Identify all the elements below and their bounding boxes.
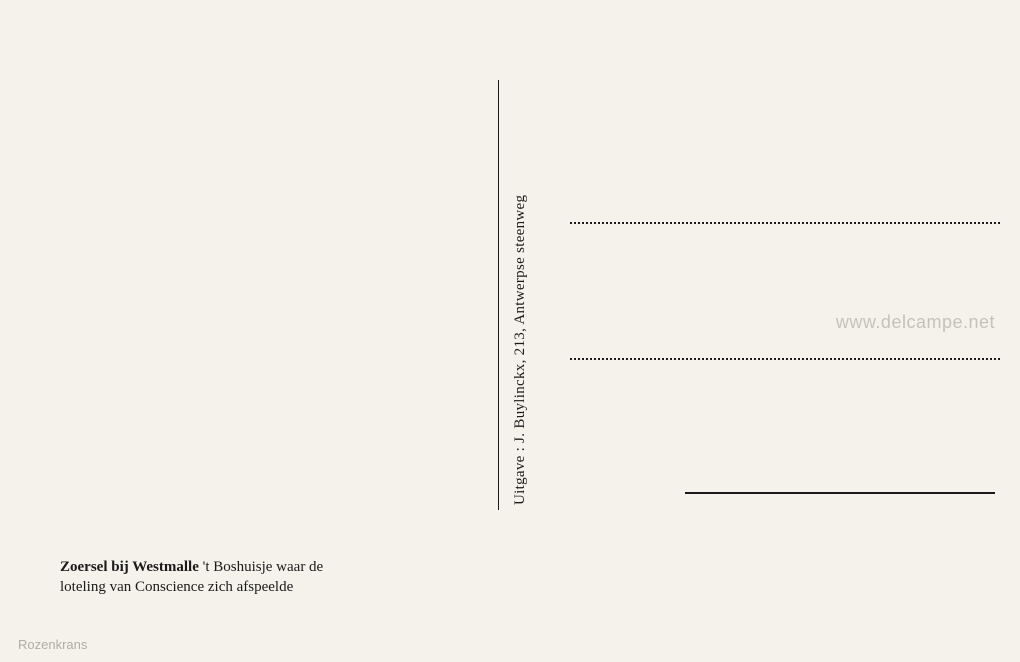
watermark-site: www.delcampe.net xyxy=(836,312,995,333)
publisher-credit: Uitgave : J. Buylinckx, 213, Antwerpse s… xyxy=(512,195,529,505)
postcard-back: Uitgave : J. Buylinckx, 213, Antwerpse s… xyxy=(0,0,1020,662)
vertical-divider xyxy=(498,80,499,510)
address-line-1 xyxy=(570,222,1000,224)
watermark-seller: Rozenkrans xyxy=(18,637,87,652)
postcard-caption: Zoersel bij Westmalle 't Boshuisje waar … xyxy=(60,557,323,598)
caption-location: Zoersel bij Westmalle xyxy=(60,559,199,575)
address-line-3 xyxy=(685,492,995,494)
caption-desc-1: 't Boshuisje waar de xyxy=(199,559,323,575)
address-line-2 xyxy=(570,358,1000,360)
caption-desc-2: loteling van Conscience zich afspeelde xyxy=(60,579,293,595)
